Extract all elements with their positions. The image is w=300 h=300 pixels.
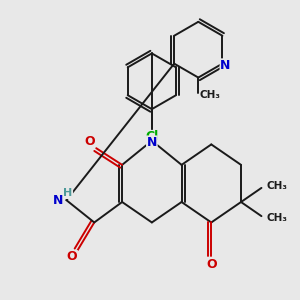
Text: Cl: Cl	[145, 130, 158, 143]
Text: CH₃: CH₃	[267, 181, 288, 191]
Text: N: N	[220, 59, 231, 72]
Text: O: O	[67, 250, 77, 263]
Text: O: O	[84, 135, 95, 148]
Text: O: O	[206, 258, 217, 271]
Text: H: H	[63, 188, 73, 199]
Text: CH₃: CH₃	[200, 90, 221, 100]
Text: N: N	[53, 194, 63, 207]
Text: CH₃: CH₃	[267, 213, 288, 223]
Text: N: N	[147, 136, 157, 149]
